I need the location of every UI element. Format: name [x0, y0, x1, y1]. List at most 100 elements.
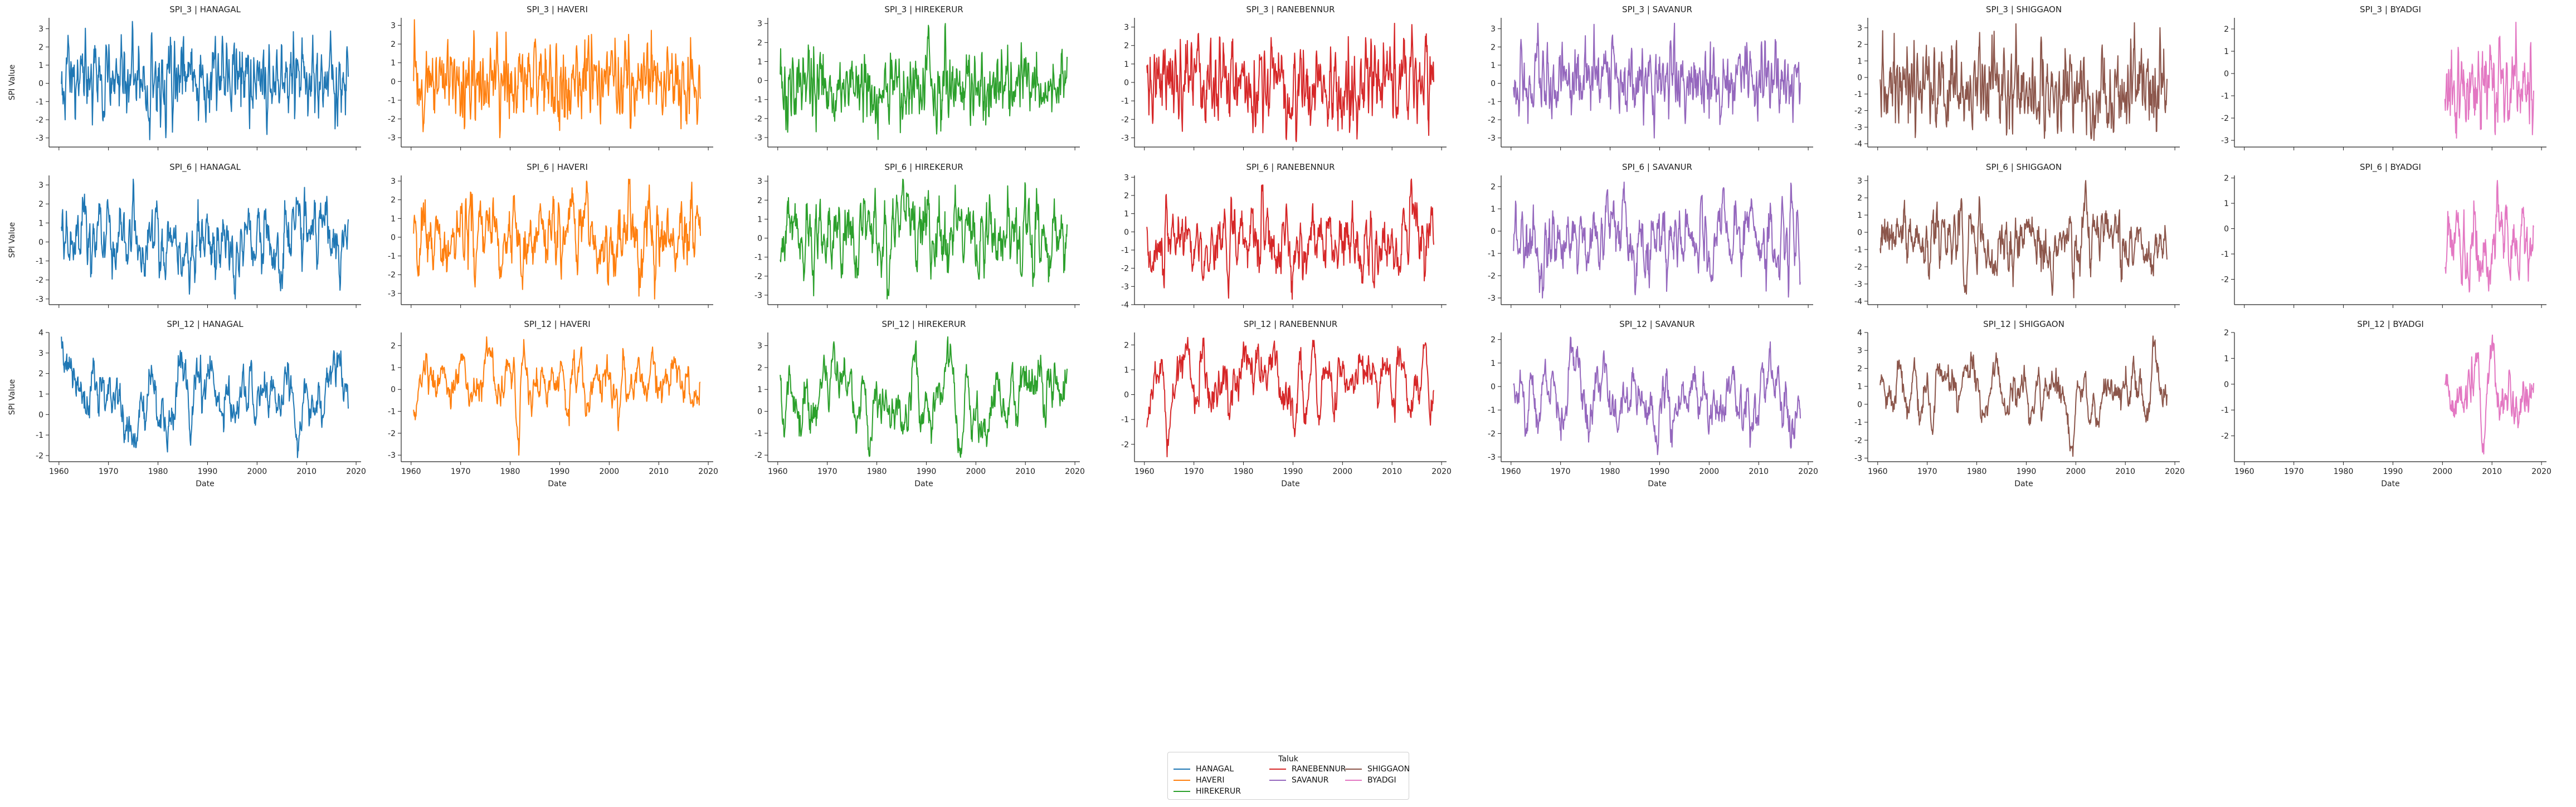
panel-title: SPI_6 | SHIGGAON: [1986, 162, 2062, 173]
series-line-haveri: [413, 336, 701, 456]
y-tick-label: -3: [754, 134, 762, 143]
y-tick-label: 1: [1491, 359, 1496, 368]
y-tick-label: -2: [1854, 263, 1862, 272]
y-tick-label: -2: [1121, 115, 1129, 124]
y-tick-label: 1: [757, 215, 762, 224]
x-tick-label: 1980: [867, 467, 887, 476]
y-tick-label: 1: [2224, 354, 2229, 363]
y-tick-label: -3: [1488, 134, 1496, 143]
legend-swatch: [1269, 769, 1286, 770]
x-tick-label: 2020: [1798, 467, 1818, 476]
y-tick-label: -2: [1854, 107, 1862, 116]
x-tick-label: 1970: [1551, 467, 1571, 476]
y-tick-label: 4: [38, 329, 43, 338]
y-tick-label: 3: [1491, 25, 1496, 34]
panel-title: SPI_3 | RANEBENNUR: [1246, 4, 1335, 15]
panel-spi_12-haveri: SPI_12 | HAVERI -3 -2 -1 0 1 2 1960 1970 1980 1990…: [388, 319, 718, 488]
series-line-hanagal: [61, 336, 349, 458]
y-tick-label: 0: [38, 80, 43, 89]
x-tick-label: 1990: [1650, 467, 1670, 476]
panel-spi_6-ranebennur: SPI_6 | RANEBENNUR -4 -3 -2 -1 0 1 2 3: [1121, 162, 1447, 310]
y-tick-label: -1: [2221, 406, 2229, 415]
y-tick-label: 2: [38, 370, 43, 379]
x-axis-label: Date: [2381, 480, 2399, 488]
y-tick-label: -3: [754, 291, 762, 300]
y-tick-label: -1: [388, 96, 396, 105]
y-tick-label: 0: [2224, 70, 2229, 79]
y-tick-label: -3: [36, 295, 43, 304]
y-tick-label: -3: [388, 134, 396, 143]
y-tick-label: -2: [754, 115, 762, 124]
y-tick-label: 2: [2224, 329, 2229, 338]
x-tick-label: 1980: [2334, 467, 2354, 476]
panel-title: SPI_6 | SAVANUR: [1622, 162, 1692, 173]
y-tick-label: 2: [1124, 42, 1129, 51]
x-tick-label: 1990: [917, 467, 937, 476]
x-axis-label: Date: [914, 480, 933, 488]
x-tick-label: 1960: [49, 467, 69, 476]
legend-item-haveri: HAVERI: [1173, 776, 1225, 785]
x-tick-label: 1970: [451, 467, 471, 476]
y-tick-label: 1: [391, 214, 396, 223]
y-tick-label: -2: [1488, 429, 1496, 438]
legend-swatch: [1345, 769, 1362, 770]
y-axis-label: SPI Value: [8, 379, 17, 415]
y-tick-label: -2: [754, 451, 762, 460]
panel-title: SPI_6 | RANEBENNUR: [1246, 162, 1335, 173]
y-tick-label: 2: [1124, 341, 1129, 350]
y-tick-label: -1: [36, 257, 43, 266]
y-tick-label: 2: [1124, 192, 1129, 200]
legend-item-savanur: SAVANUR: [1269, 776, 1329, 785]
series-line-savanur: [1513, 22, 1801, 139]
panel-spi_12-savanur: SPI_12 | SAVANUR -3 -2 -1 0 1 2 1960 1970 1980 199…: [1488, 319, 1818, 488]
y-tick-label: -2: [1488, 272, 1496, 281]
x-tick-label: 1960: [1501, 467, 1521, 476]
panel-title: SPI_3 | BYADGI: [2360, 4, 2421, 15]
y-tick-label: 0: [391, 77, 396, 86]
y-tick-label: 1: [1124, 210, 1129, 219]
y-tick-label: 1: [1857, 383, 1862, 392]
y-tick-label: 3: [1857, 24, 1862, 33]
series-line-hirekerur: [780, 178, 1068, 300]
series-line-ranebennur: [1146, 336, 1434, 458]
y-tick-label: -1: [754, 96, 762, 105]
panel-title: SPI_12 | SAVANUR: [1619, 319, 1694, 330]
x-tick-label: 1970: [2284, 467, 2304, 476]
y-tick-label: -2: [388, 115, 396, 124]
panel-spi_6-byadgi: SPI_6 | BYADGI -2 -1 0 1 2: [2221, 162, 2546, 308]
series-line-hirekerur: [780, 23, 1068, 140]
panel-spi_12-hirekerur: SPI_12 | HIREKERUR -2 -1 0 1 2 3 1960 1970 1980 19…: [754, 319, 1085, 488]
y-tick-label: 2: [1857, 41, 1862, 50]
legend-label: HIREKERUR: [1196, 787, 1241, 796]
y-tick-label: 0: [1124, 79, 1129, 87]
x-tick-label: 1960: [2234, 467, 2254, 476]
y-tick-label: 0: [1491, 227, 1496, 236]
y-tick-label: 3: [38, 349, 43, 358]
x-tick-label: 1980: [500, 467, 520, 476]
y-tick-label: -3: [2221, 136, 2229, 145]
y-tick-label: 0: [1491, 383, 1496, 392]
y-tick-label: 0: [757, 408, 762, 417]
y-tick-label: -1: [36, 97, 43, 106]
panel-title: SPI_6 | HAVERI: [527, 162, 588, 173]
y-tick-label: 0: [1124, 228, 1129, 237]
y-tick-label: 1: [757, 385, 762, 394]
x-tick-label: 2010: [2115, 467, 2135, 476]
x-tick-label: 1990: [2017, 467, 2037, 476]
legend-item-hanagal: HANAGAL: [1173, 765, 1234, 774]
legend-title: Taluk: [1278, 755, 1298, 764]
x-tick-label: 1990: [550, 467, 570, 476]
x-tick-label: 2000: [1333, 467, 1353, 476]
series-line-ranebennur: [1146, 22, 1434, 143]
panel-spi_12-byadgi: SPI_12 | BYADGI -2 -1 0 1 2 1960 1970 1980 1990 20…: [2221, 319, 2551, 488]
y-tick-label: -1: [754, 429, 762, 438]
series-line-haveri: [413, 178, 701, 300]
x-tick-label: 1970: [1917, 467, 1937, 476]
y-tick-label: 2: [2224, 174, 2229, 183]
legend-label: RANEBENNUR: [1292, 765, 1346, 774]
panel-spi_6-hanagal: SPI_6 | HANAGAL -3 -2 -1 0 1 2 3 SPI Value: [8, 162, 361, 308]
series-line-byadgi: [2444, 22, 2534, 139]
y-tick-label: 1: [1857, 57, 1862, 66]
legend-item-shiggaon: SHIGGAON: [1345, 765, 1410, 774]
